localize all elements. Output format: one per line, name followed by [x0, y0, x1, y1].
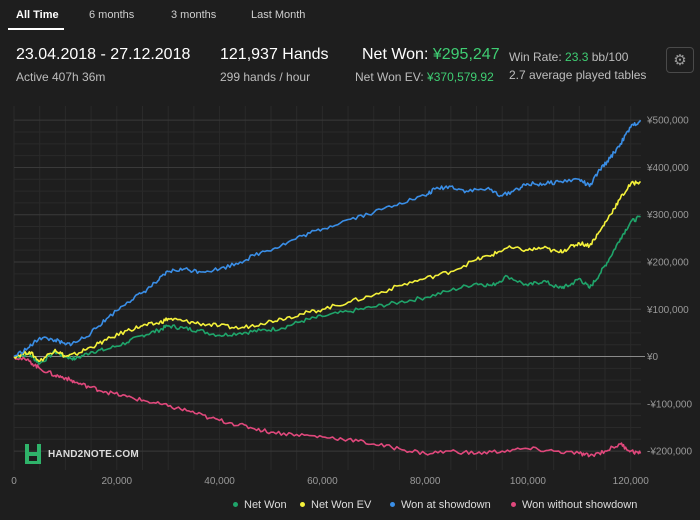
y-tick-label: ¥400,000	[646, 163, 689, 174]
net-won-ev: Net Won EV: ¥370,579.92	[355, 70, 494, 84]
tab-last-month[interactable]: Last Month	[251, 9, 306, 21]
x-tick-label: 80,000	[410, 476, 441, 487]
net-won-ev-label: Net Won EV:	[355, 70, 424, 84]
date-range: 23.04.2018 - 27.12.2018	[16, 46, 191, 63]
tab-3-months[interactable]: 3 months	[171, 9, 217, 21]
hand2note-logo-text: HAND2NOTE.COM	[48, 448, 139, 460]
hand2note-logo-icon	[25, 444, 41, 464]
legend-won-without-showdown[interactable]: Won without showdown	[511, 499, 637, 511]
chart-legend: Net Won Net Won EV Won at showdown Won w…	[0, 499, 700, 519]
net-won-label: Net Won:	[362, 46, 429, 63]
legend-net-won[interactable]: Net Won	[233, 499, 287, 511]
y-tick-label: -¥100,000	[647, 399, 692, 410]
net-won: Net Won: ¥295,247	[362, 46, 500, 64]
legend-won-without-showdown-label: Won without showdown	[522, 499, 638, 511]
average-tables: 2.7 average played tables	[509, 68, 647, 82]
hand2note-logo: HAND2NOTE.COM	[24, 442, 139, 466]
net-won-ev-value: ¥370,579.92	[427, 70, 494, 84]
win-rate-label: Win Rate:	[509, 50, 562, 64]
legend-won-without-showdown-dot	[511, 501, 516, 507]
net-won-value: ¥295,247	[432, 46, 500, 63]
active-tab-indicator	[8, 28, 64, 30]
hands-count: 121,937 Hands	[220, 46, 329, 63]
legend-won-at-showdown-label: Won at showdown	[401, 499, 491, 511]
period-tabs: All Time 6 months 3 months Last Month	[0, 0, 700, 30]
x-tick-label: 20,000	[101, 476, 132, 487]
summary-panel: 23.04.2018 - 27.12.2018 Active 407h 36m …	[0, 34, 700, 94]
x-tick-label: 100,000	[510, 476, 547, 487]
legend-net-won-ev-dot	[300, 501, 305, 507]
profit-chart: 0 20,000 40,000 60,000 80,000 100,000 120,000 …	[11, 106, 692, 487]
legend-net-won-ev-label: Net Won EV	[311, 499, 372, 511]
y-tick-label: ¥300,000	[646, 210, 689, 221]
y-tick-label: ¥0	[646, 352, 659, 363]
legend-won-at-showdown-dot	[390, 501, 395, 507]
x-tick-label: 40,000	[204, 476, 235, 487]
x-tick-label: 0	[11, 476, 17, 487]
settings-gear-button[interactable]: ⚙	[666, 47, 694, 73]
x-tick-label: 60,000	[307, 476, 338, 487]
hands-per-hour: 299 hands / hour	[220, 70, 311, 84]
series-line-won-at-showdown	[13, 119, 642, 358]
legend-net-won-label: Net Won	[244, 499, 287, 511]
legend-won-at-showdown[interactable]: Won at showdown	[390, 499, 491, 511]
win-rate-unit: bb/100	[591, 50, 629, 64]
x-tick-label: 120,000	[613, 476, 650, 487]
active-time: Active 407h 36m	[16, 70, 106, 84]
series-line-won-without-showdown	[13, 356, 642, 458]
gear-icon: ⚙	[673, 52, 687, 69]
y-tick-label: ¥200,000	[646, 258, 689, 269]
series-line-net-won	[13, 215, 641, 365]
tab-6-months[interactable]: 6 months	[89, 9, 135, 21]
y-tick-label: ¥500,000	[646, 116, 689, 127]
win-rate-value: 23.3	[565, 50, 589, 64]
legend-net-won-dot	[233, 501, 238, 507]
win-rate: Win Rate: 23.3 bb/100	[509, 50, 628, 64]
y-tick-label: ¥100,000	[646, 305, 689, 316]
series-line-net-won-ev	[13, 180, 642, 363]
tab-all-time[interactable]: All Time	[16, 9, 59, 21]
legend-net-won-ev[interactable]: Net Won EV	[300, 499, 371, 511]
y-tick-label: -¥200,000	[647, 447, 692, 458]
